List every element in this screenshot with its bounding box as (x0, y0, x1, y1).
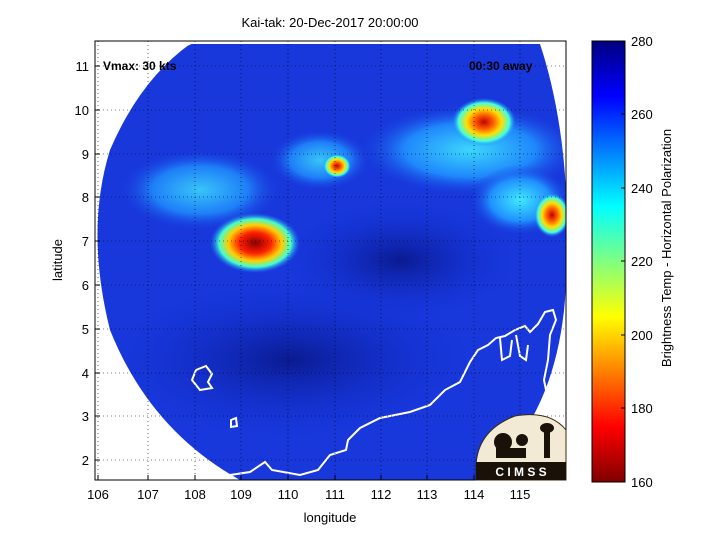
y-tick-label: 9 (82, 147, 89, 162)
y-tick-label: 2 (82, 453, 89, 468)
colorbar-gradient (591, 40, 626, 483)
cimss-logo: C I M S S (475, 414, 567, 481)
x-tick-label: 111 (325, 487, 345, 502)
satellite-swath (95, 41, 566, 480)
x-axis-label: longitude (304, 510, 357, 525)
x-tick-label: 106 (87, 487, 109, 502)
y-axis-label: latitude (50, 239, 65, 281)
time-away-annotation: 00:30 away (469, 59, 533, 73)
x-tick-labels: 106 107 108 109 110 111 112 113 114 115 (87, 487, 530, 502)
colorbar-tick-label: 200 (631, 328, 653, 343)
vmax-annotation: Vmax: 30 kts (103, 59, 177, 73)
x-tick-label: 112 (371, 487, 392, 502)
y-tick-labels: 2 3 4 5 6 7 8 9 10 11 (75, 59, 89, 468)
coastline (95, 41, 558, 479)
colorbar-tick-label: 160 (631, 475, 653, 490)
y-tick-label: 5 (82, 322, 89, 337)
y-tick-label: 6 (82, 278, 89, 293)
tick-marks (95, 65, 521, 480)
colorbar-tick-label: 180 (631, 401, 653, 416)
y-tick-label: 11 (76, 59, 90, 74)
x-tick-label: 108 (184, 487, 206, 502)
cimss-logo-text: C I M S S (495, 465, 546, 479)
axes-frame (94, 40, 567, 481)
y-tick-label: 3 (82, 409, 89, 424)
x-tick-label: 113 (417, 487, 438, 502)
colorbar-label: Brightness Temp - Horizontal Polarizatio… (659, 129, 674, 367)
convection-core-northeast (452, 98, 516, 146)
convection-core-west (210, 213, 300, 273)
y-tick-label: 7 (82, 234, 89, 249)
dark-region (100, 280, 480, 440)
colorbar-tick-label: 240 (631, 181, 653, 196)
colorbar-tick-label: 280 (631, 34, 653, 49)
x-tick-label: 107 (137, 487, 159, 502)
y-tick-label: 4 (82, 366, 89, 381)
colorbar-tick-label: 260 (631, 107, 653, 122)
figure-title: Kai-tak: 20-Dec-2017 20:00:00 (241, 15, 418, 30)
colorbar: 280 260 240 220 200 180 160 Brightness T… (591, 34, 674, 490)
colorbar-tick-label: 220 (631, 254, 653, 269)
x-tick-label: 115 (510, 487, 531, 502)
x-tick-label: 114 (464, 487, 485, 502)
x-tick-label: 110 (278, 487, 299, 502)
x-tick-label: 109 (230, 487, 252, 502)
convection-core-north (323, 154, 351, 178)
y-tick-label: 8 (82, 190, 89, 205)
y-tick-label: 10 (75, 103, 89, 118)
